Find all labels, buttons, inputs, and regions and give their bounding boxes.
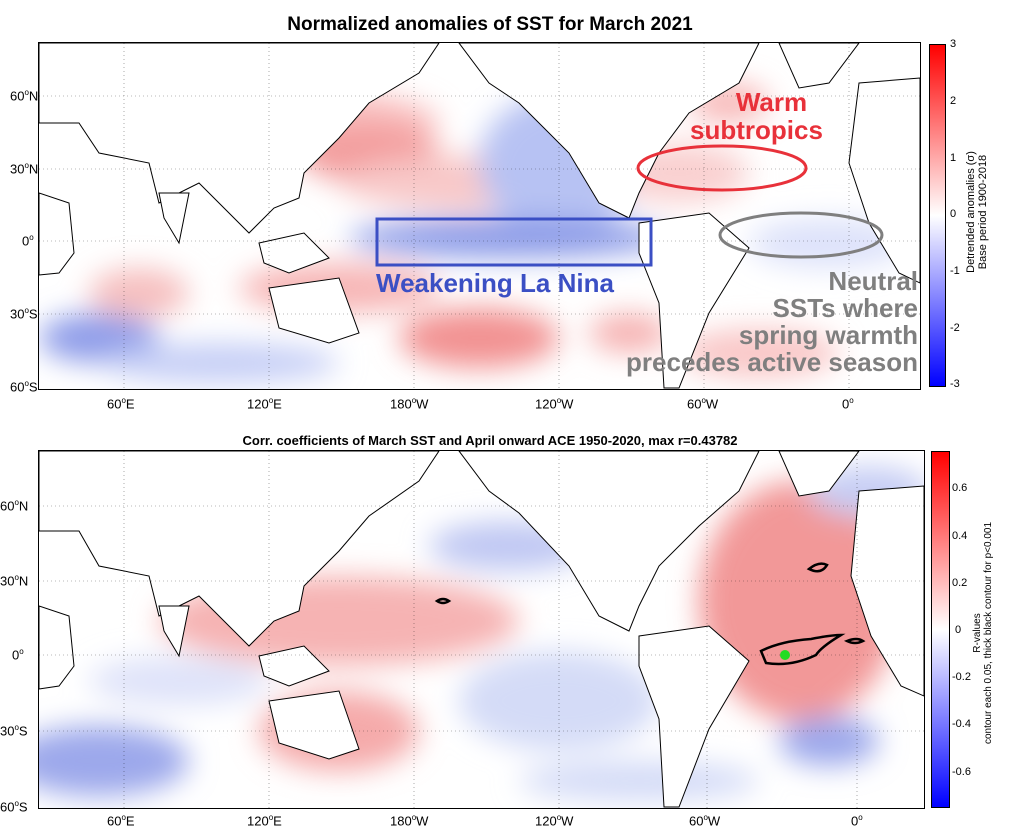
africa-land [39,605,75,690]
bottom-colorbar-tick: 0.6 [952,482,968,494]
top-sst-anomaly-map [38,42,921,390]
bottom-colorbar-tick: 0 [955,624,962,636]
maritime-continent-land [258,232,330,274]
bottom-lon-tick: 60oW [689,813,721,829]
correlation-blob [89,656,269,706]
bottom-colorbar-tick: -0.6 [952,766,971,778]
bottom-map-title: Corr. coefficients of March SST and Apri… [242,433,738,448]
bottom-map-canvas [39,451,924,808]
neutral-ssts-label: Neutral SSTs where spring warmth precede… [626,266,918,377]
greenland-land [778,43,860,89]
top-colorbar-tick: 3 [950,38,957,50]
top-lon-tick: 60oE [107,396,135,412]
top-lat-tick: 0o [22,233,34,249]
anomaly-blob [349,218,669,258]
bottom-lon-tick: 0o [851,813,863,829]
bottom-lat-tick: 60oS [0,799,28,815]
top-colorbar-label: Detrended anomalies (σ) Base period 1900… [965,151,989,273]
la-nina-box [375,217,653,267]
max-correlation-dot [780,650,790,660]
australia-land [268,277,360,344]
anomaly-blob [679,328,839,378]
significance-contours [434,562,866,666]
south-america-land [638,625,750,808]
bottom-lat-tick: 0o [12,647,24,663]
bottom-lat-tick: 30oN [0,573,29,589]
anomaly-blob [589,313,669,353]
contour-western-pacific [434,597,452,605]
anomaly-blob [99,343,339,383]
europe-africa-land [850,485,924,697]
eurasia-land [39,43,440,234]
bottom-lon-tick: 120oE [247,813,282,829]
top-lon-tick: 120oE [247,396,282,412]
top-map-title: Normalized anomalies of SST for March 20… [287,14,693,35]
india-land [158,605,190,658]
south-america-land [638,212,750,389]
bottom-colorbar-tick: 0.4 [952,530,968,542]
neutral-ssts-ellipse [718,211,884,259]
bottom-colorbar-label: R-values contour each 0.05, thick black … [972,521,994,745]
top-lon-tick: 60oW [687,396,719,412]
bottom-colorbar-tick: 0.2 [952,577,968,589]
top-map-canvas [39,43,920,389]
warm-subtropics-ellipse [636,144,808,192]
australia-land [268,690,360,760]
bottom-lat-tick: 60oN [0,498,29,514]
top-lon-tick: 120oW [535,396,574,412]
anomaly-blob [399,308,559,368]
correlation-blob [39,726,189,796]
top-coastlines [39,43,920,389]
top-colorbar-tick: -2 [950,322,960,334]
top-colorbar-tick: -3 [950,378,960,390]
bottom-lon-tick: 120oW [535,813,574,829]
eurasia-land [39,451,440,647]
india-land [158,192,190,245]
bottom-colorbar [931,451,950,808]
correlation-blob [519,761,759,801]
anomaly-blob [89,268,189,318]
top-colorbar-tick: 2 [950,95,957,107]
maritime-continent-land [258,645,330,687]
north-america-land [458,43,760,219]
top-lon-tick: 0o [842,396,854,412]
correlation-blob [779,716,879,766]
top-lat-tick: 30oN [10,161,39,177]
bottom-colorbar-tick: -0.2 [952,671,971,683]
top-lat-tick: 60oS [10,379,38,395]
bottom-lon-tick: 180oW [390,813,429,829]
warm-subtropics-label: Warm subtropics [690,87,823,145]
greenland-land [778,451,860,497]
top-lat-tick: 60oN [10,88,39,104]
bottom-colorbar-tick: -0.4 [952,718,971,730]
top-colorbar-tick: -1 [950,265,960,277]
top-lon-tick: 180oW [390,396,429,412]
north-america-land [458,451,760,632]
africa-land [39,192,75,276]
bottom-correlation-map [38,450,925,809]
correlation-blob [459,651,659,751]
la-nina-label: Weakening La Nina [376,268,614,298]
bottom-lat-tick: 30oS [0,723,28,739]
bottom-coastlines [39,451,924,808]
contour-gulf-guinea [843,637,866,645]
top-colorbar-tick: 1 [950,152,957,164]
top-colorbar [929,44,946,387]
top-lat-tick: 30oS [10,306,38,322]
top-colorbar-tick: 0 [950,208,957,220]
bottom-lon-tick: 60oE [107,813,135,829]
contour-atlantic-mdr [759,633,846,666]
contour-us-east-coast [806,562,829,573]
